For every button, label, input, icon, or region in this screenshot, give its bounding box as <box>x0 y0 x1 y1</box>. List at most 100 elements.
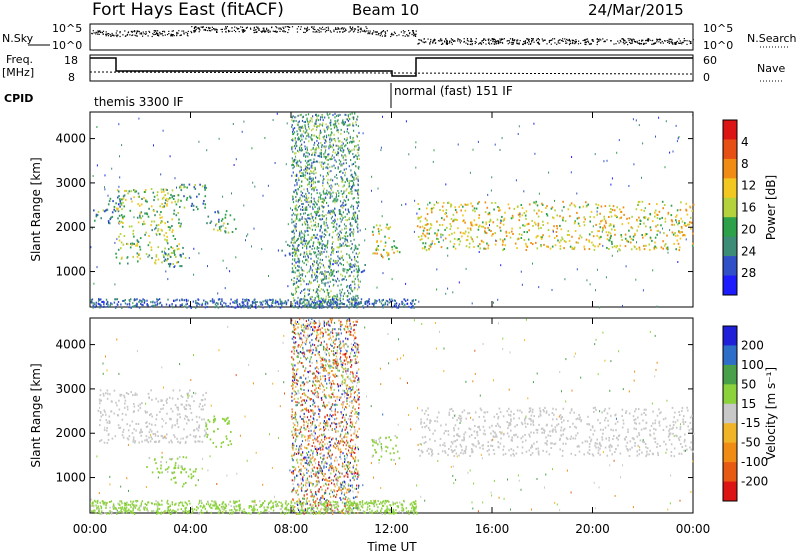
nsky-point <box>265 30 267 32</box>
data-cell <box>615 215 617 217</box>
noise-cell <box>342 178 344 181</box>
sparse-cell <box>325 139 327 142</box>
data-cell <box>235 227 237 230</box>
data-cell <box>621 239 623 241</box>
noise-cell <box>306 169 308 172</box>
data-cell <box>111 437 114 440</box>
ground-cell <box>181 298 184 301</box>
data-cell <box>176 245 178 248</box>
noise-cell <box>306 226 308 229</box>
noise-cell <box>291 267 293 270</box>
data-cell <box>575 241 578 244</box>
data-cell <box>598 237 601 240</box>
noise-cell <box>345 295 347 298</box>
ground-cell <box>413 306 415 309</box>
ground-cell <box>260 301 263 304</box>
noise-cell <box>329 179 331 182</box>
nsky-point <box>683 38 685 40</box>
ground-cell <box>395 304 397 307</box>
nsky-point <box>550 39 552 41</box>
noise-cell <box>349 229 351 232</box>
data-cell <box>210 220 213 223</box>
noise-cell <box>352 163 355 165</box>
noise-cell <box>316 192 318 195</box>
sparse-cell <box>499 149 501 151</box>
nsky-point <box>183 33 185 35</box>
noise-cell <box>297 260 299 263</box>
noise-cell <box>294 259 296 262</box>
noise-cell <box>317 144 319 146</box>
data-cell <box>588 233 591 236</box>
data-cell <box>164 194 166 197</box>
noise-cell <box>307 214 309 217</box>
noise-cell <box>329 144 331 147</box>
data-cell <box>597 230 599 233</box>
data-cell <box>147 441 150 444</box>
noise-cell <box>293 224 295 227</box>
data-cell <box>167 248 170 251</box>
nsky-point <box>260 30 262 32</box>
data-cell <box>636 229 638 232</box>
noise-cell <box>295 116 297 119</box>
noise-cell <box>341 206 343 209</box>
noise-cell <box>333 211 335 214</box>
noise-cell <box>321 146 323 149</box>
data-cell <box>145 212 148 215</box>
noise-cell <box>338 192 340 195</box>
noise-cell <box>305 198 308 201</box>
data-cell <box>180 265 183 268</box>
noise-cell <box>325 157 327 160</box>
noise-cell <box>358 210 360 213</box>
data-cell <box>288 245 291 248</box>
data-cell <box>185 471 187 474</box>
data-cell <box>202 408 204 411</box>
nsky-point <box>330 31 332 33</box>
noise-cell <box>296 216 298 219</box>
data-cell <box>144 410 147 413</box>
nsky-point <box>562 40 564 42</box>
data-cell <box>583 245 585 248</box>
noise-cell <box>348 184 350 186</box>
nsky-point <box>459 39 461 41</box>
nsky-point <box>335 27 337 29</box>
noise-cell <box>306 247 308 250</box>
data-cell <box>420 215 422 218</box>
noise-cell <box>354 211 356 214</box>
data-cell <box>166 401 168 404</box>
nsky-point <box>191 32 193 34</box>
ground-cell <box>378 298 380 301</box>
noise-cell <box>298 126 300 129</box>
data-cell <box>142 223 144 226</box>
ground-cell <box>351 302 353 305</box>
noise-cell <box>331 246 333 249</box>
data-cell <box>629 235 631 238</box>
noise-cell <box>293 297 295 300</box>
noise-cell <box>340 205 342 208</box>
noise-cell <box>314 148 316 151</box>
nsky-point <box>450 41 453 43</box>
nsky-point <box>506 40 508 42</box>
data-cell <box>675 219 677 222</box>
ground-cell <box>339 299 342 302</box>
data-cell <box>127 429 130 432</box>
noise-cell <box>357 223 359 226</box>
noise-cell <box>314 161 316 163</box>
noise-cell <box>316 261 318 264</box>
data-cell <box>139 406 142 409</box>
noise-cell <box>325 213 327 216</box>
nsky-point <box>369 30 371 32</box>
nsky-point <box>657 38 659 41</box>
sparse-cell <box>493 301 494 304</box>
data-cell <box>119 262 121 265</box>
data-cell <box>655 225 657 228</box>
data-cell <box>153 440 156 443</box>
noise-cell <box>311 164 313 167</box>
noise-cell <box>326 189 328 192</box>
data-cell <box>465 245 468 248</box>
sparse-cell <box>678 136 680 138</box>
data-cell <box>444 228 446 231</box>
noise-cell <box>335 122 337 125</box>
data-cell <box>496 224 499 227</box>
data-cell <box>148 234 150 237</box>
data-cell <box>130 391 132 394</box>
